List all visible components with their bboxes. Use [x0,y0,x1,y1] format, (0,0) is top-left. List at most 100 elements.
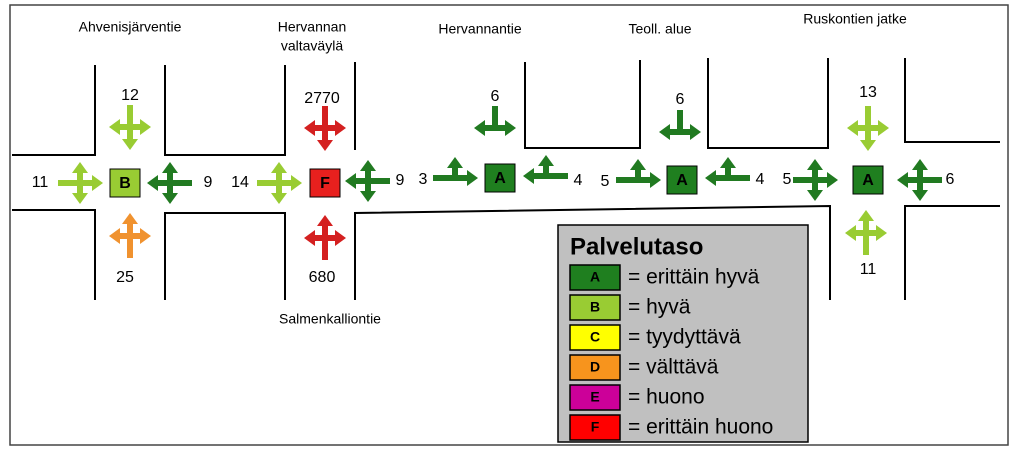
arrow-head [705,170,716,186]
legend-code: E [590,389,599,405]
arrow-head [858,210,874,221]
approach-value: 5 [601,173,610,190]
arrow-head [317,215,333,226]
approach-value: 5 [783,171,792,188]
street-name: Ruskontien jatke [803,11,907,27]
arrow-head [847,120,858,136]
arrow [616,159,661,188]
approach-value: 4 [756,171,765,188]
arrow-head [92,175,103,191]
approach-value: 9 [204,174,213,191]
los-letter: F [320,175,330,192]
arrow-head [140,119,151,135]
los-letter: A [494,170,506,187]
arrow [109,105,151,150]
arrow-head [122,139,138,150]
arrow-head [291,175,302,191]
arrow-head [345,173,356,189]
street-name: Salmenkalliontie [279,311,381,327]
arrow-head [878,120,889,136]
arrow-head [650,172,661,188]
arrow-head [162,162,178,173]
arrow-head [690,124,701,140]
legend-code: C [590,329,600,345]
arrow-head [122,213,138,224]
arrow [147,162,192,204]
approach-value: 11 [32,174,49,191]
legend-swatch [569,294,621,321]
los-box [852,165,884,195]
approach-value: 12 [121,87,139,104]
arrow-head [720,157,736,168]
arrow-head [360,160,376,171]
arrow-head [162,193,178,204]
arrow-head [335,120,346,136]
arrow-head [807,190,823,201]
legend: Palvelutaso A = erittäin hyvä B = hyvä C = ty… [557,224,809,443]
approach-value: 6 [491,88,500,105]
arrow [793,159,838,201]
arrow-head [304,230,315,246]
legend-code: D [590,359,600,375]
arrow-head [897,172,908,188]
arrow-head [72,193,88,204]
roads [12,58,1000,300]
approach-value: 2770 [304,90,340,107]
arrow-head [474,120,485,136]
arrow-head [630,159,646,170]
arrow-head [467,170,478,186]
approach-value: 6 [676,91,685,108]
arrow-head [147,175,158,191]
los-letter: B [119,175,131,192]
approach-value: 11 [860,261,877,278]
arrow [257,162,302,204]
street-name: Hervannan [278,19,347,35]
los-box [666,165,698,195]
arrow-head [538,155,554,166]
arrow [705,157,750,186]
legend-swatch [569,354,621,381]
approach-value: 14 [231,174,249,191]
legend-title: Palvelutaso [570,233,703,260]
approach-value: 680 [309,269,336,286]
arrow-head [845,225,856,241]
arrow-head [271,193,287,204]
legend-label: = välttävä [628,356,719,379]
street-name: Ahvenisjärventie [79,19,182,35]
legend-swatch [569,384,621,411]
arrow-head [860,140,876,151]
los-box [484,163,516,193]
arrow [304,215,346,260]
los-letter: A [862,172,874,189]
los-box [109,168,141,198]
approach-value: 9 [396,172,405,189]
approach-value: 3 [419,171,428,188]
approach-value: 13 [859,84,877,101]
road-edge [12,58,1000,156]
approach-value: 6 [946,171,955,188]
arrow [304,106,346,151]
legend-swatch [569,264,621,291]
arrow-head [72,162,88,173]
approach-value: 4 [574,172,583,189]
arrow [897,159,942,201]
arrow-head [523,168,534,184]
approach-value: 25 [116,269,134,286]
arrow [845,210,887,255]
legend-label: = hyvä [628,296,691,319]
legend-label: = erittäin huono [628,416,773,439]
arrow [474,106,516,136]
arrow-head [876,225,887,241]
los-letter: A [676,172,688,189]
arrow-head [304,120,315,136]
arrow-head [109,228,120,244]
arrow [58,162,103,204]
legend-swatch [569,414,621,441]
arrow-head [109,119,120,135]
arrow-head [659,124,670,140]
legend-code: A [590,269,600,285]
legend-swatch [569,324,621,351]
arrow-head [505,120,516,136]
arrow [433,157,478,186]
